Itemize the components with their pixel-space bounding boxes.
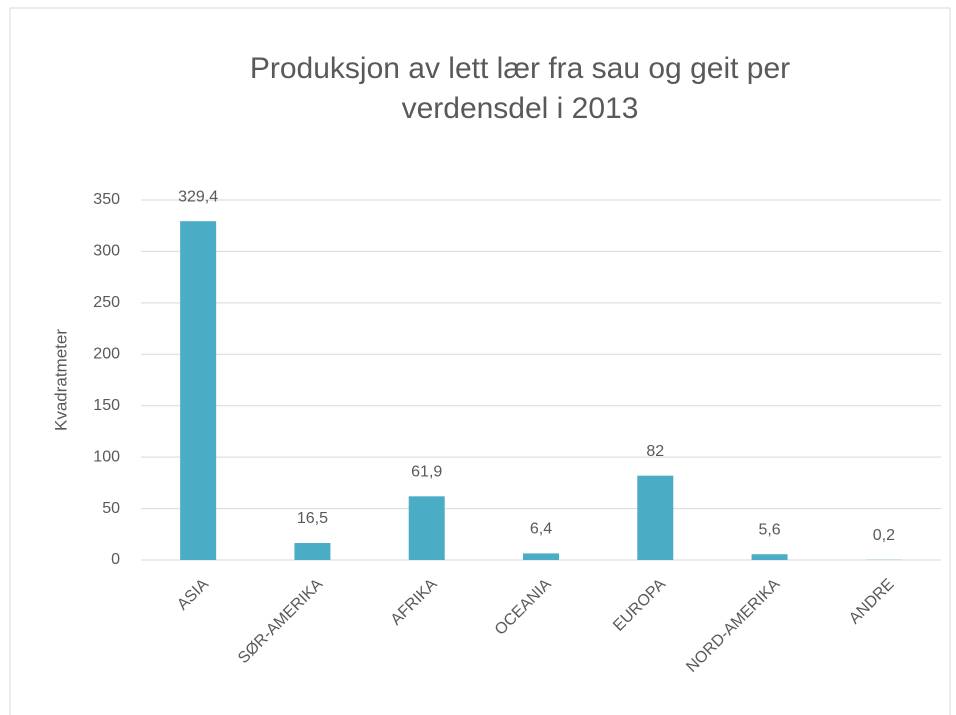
y-tick-label: 100 — [93, 448, 120, 465]
y-tick-label: 0 — [111, 551, 120, 568]
y-axis-label: Kvadratmeter — [51, 329, 70, 431]
data-label: 82 — [646, 443, 664, 460]
y-tick-label: 50 — [102, 500, 120, 517]
chart-title: verdensdel i 2013 — [402, 92, 639, 125]
y-tick-label: 300 — [93, 243, 120, 260]
data-label: 61,9 — [411, 464, 442, 481]
data-label: 329,4 — [178, 188, 218, 205]
data-label: 16,5 — [297, 510, 328, 527]
data-label: 0,2 — [873, 527, 895, 544]
data-label: 6,4 — [530, 521, 552, 538]
bar — [180, 221, 217, 560]
bar — [523, 553, 559, 560]
bar — [637, 475, 674, 560]
y-tick-label: 350 — [93, 191, 120, 208]
bar — [751, 554, 788, 560]
chart-title: Produksjon av lett lær fra sau og geit p… — [250, 52, 790, 85]
y-tick-label: 200 — [93, 346, 120, 363]
bar — [408, 496, 445, 560]
data-label: 5,6 — [758, 521, 780, 538]
y-tick-label: 150 — [93, 397, 120, 414]
y-tick-label: 250 — [93, 294, 120, 311]
bar — [294, 543, 331, 560]
chart-border — [9, 7, 951, 715]
